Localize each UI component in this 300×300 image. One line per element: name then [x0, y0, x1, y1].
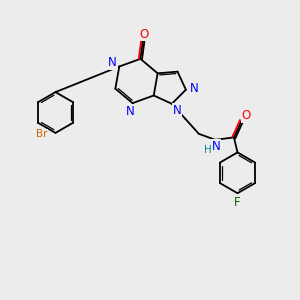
Text: N: N — [190, 82, 199, 95]
Text: O: O — [140, 28, 149, 41]
Text: N: N — [108, 56, 117, 69]
Text: N: N — [212, 140, 220, 153]
Text: F: F — [234, 196, 241, 209]
Text: N: N — [173, 104, 182, 117]
Text: N: N — [126, 105, 135, 118]
Text: Br: Br — [36, 129, 48, 140]
Text: H: H — [204, 145, 212, 155]
Text: O: O — [241, 109, 250, 122]
